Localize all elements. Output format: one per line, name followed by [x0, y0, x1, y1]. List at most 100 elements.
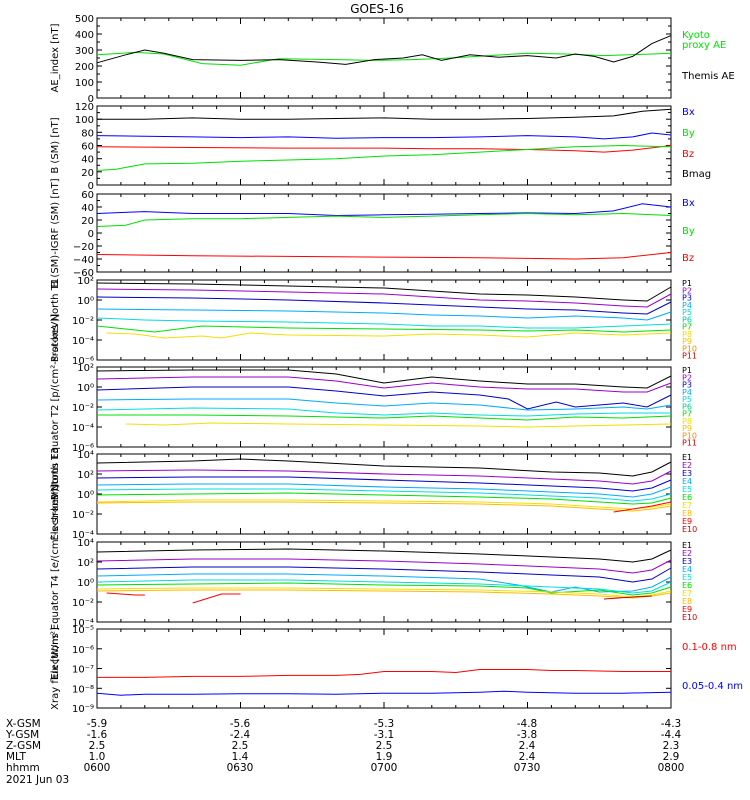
y-tick-label: 10⁻⁶ [72, 645, 94, 656]
footer-date: 2021 Jun 03 [6, 774, 69, 786]
series-line [96, 566, 672, 583]
y-tick-label: 80 [81, 128, 94, 139]
y-tick-label: 10⁻⁴ [72, 336, 94, 347]
series-line [97, 108, 672, 120]
legend-entry: E8 [682, 597, 692, 606]
y-tick-label: 10⁻⁵ [72, 625, 94, 636]
legend-entry: 0.05-0.4 nm [682, 681, 743, 692]
y-axis-label: Electrons North T3 [50, 447, 61, 540]
series-line [96, 458, 672, 477]
series-line [613, 501, 672, 513]
series-line [106, 592, 145, 596]
footer-value: 2.4 [519, 740, 536, 752]
legend-entry: E9 [682, 517, 692, 526]
y-tick-label: 0 [88, 229, 94, 240]
series-line [96, 579, 672, 594]
series-line [96, 488, 672, 502]
footer-value: 1.4 [232, 751, 249, 763]
y-tick-label: 10⁻⁶ [72, 443, 94, 454]
panel-8: 10⁻⁹ 10⁻⁸ 10⁻⁷ 10⁻⁶ 10⁻⁵ Xray flux [W/m²] 0.1-… [50, 625, 743, 715]
footer-value: -2.4 [230, 729, 251, 741]
series-line [96, 325, 672, 333]
y-axis-label: Protons Equator T2 [p/(cm²-s-sr-keV)] [50, 314, 61, 501]
y-tick-label: 100 [75, 78, 94, 89]
panel-7: 10⁻⁴ 10⁻² 10⁰ 10² 10⁴ Electrons Equator T4 [e… [50, 484, 697, 679]
series-line [96, 296, 672, 315]
y-tick-label: 10⁻² [72, 403, 94, 414]
legend-entry: Themis AE [681, 71, 735, 82]
panel-2: 0 20 40 60 80 100 120 B (SM) [nT] Bx By Bz Bmag [50, 102, 711, 192]
legend-entry: E4 [682, 477, 692, 486]
y-tick-label: 100 [75, 115, 94, 126]
footer-value: -1.6 [87, 729, 108, 741]
y-tick-label: 10⁰ [77, 296, 94, 307]
legend-entry: E10 [682, 613, 697, 622]
y-tick-label: 10² [77, 470, 94, 481]
legend-entry: 0.1-0.8 nm [682, 642, 737, 653]
series-line [96, 212, 672, 227]
y-tick-label: 10⁴ [77, 450, 94, 461]
footer-value: 2.9 [663, 751, 680, 763]
footer-row-label: X-GSM [6, 718, 41, 730]
y-tick-label: 10⁻⁴ [72, 618, 94, 629]
y-axis-label: Xray flux [W/m²] [50, 627, 61, 710]
series-line [96, 145, 672, 153]
series-line [106, 332, 672, 339]
y-tick-label: 120 [75, 102, 94, 113]
legend-entry: P4 [682, 301, 692, 310]
footer-value: 0630 [227, 762, 254, 774]
y-tick-label: 0 [88, 181, 94, 192]
legend-entry: By [682, 128, 695, 139]
series-line [96, 548, 672, 563]
legend-entry: P4 [682, 388, 692, 397]
legend-entry: P7 [682, 410, 692, 419]
series-line [96, 376, 672, 393]
y-axis-label: B (SM) [nT] [50, 117, 61, 173]
series-line [96, 282, 672, 302]
y-tick-label: 10⁻⁹ [72, 704, 94, 715]
y-tick-label: −60 [73, 268, 94, 279]
legend-entry: E7 [682, 589, 692, 598]
y-tick-label: 10⁻⁶ [72, 356, 94, 367]
y-tick-label: 10⁻² [72, 510, 94, 521]
legend-entry: E7 [682, 501, 692, 510]
legend-entry: P1 [682, 366, 692, 375]
legend-entry: P5 [682, 395, 692, 404]
footer-ephemeris: X-GSM Y-GSM Z-GSM MLT hhmm -5.9 -1.6 2.5… [5, 718, 684, 786]
series-line [96, 398, 672, 411]
panel-frame [96, 17, 672, 99]
series-line [96, 317, 672, 329]
legend-entry: E5 [682, 573, 692, 582]
panel-3: −60 −40 −20 0 20 40 60 B (SM)-IGRF (SM) [nT] Bx B… [50, 178, 695, 287]
legend-entry: E9 [682, 605, 692, 614]
legend-entry: P1 [682, 279, 692, 288]
legend-entry: E6 [682, 581, 692, 590]
series-line [96, 369, 672, 389]
y-tick-label: 60 [81, 142, 94, 153]
legend-entry: P11 [682, 352, 697, 361]
footer-value: -5.3 [374, 718, 395, 730]
series-line [96, 386, 672, 410]
footer-value: 1.9 [376, 751, 393, 763]
legend-entry: E10 [682, 525, 697, 534]
footer-value: 0700 [371, 762, 398, 774]
figure-title: GOES-16 [350, 2, 404, 16]
y-tick-label: 500 [75, 14, 94, 25]
y-tick-label: 10⁻⁴ [72, 423, 94, 434]
legend-entry: P10 [682, 345, 697, 354]
legend-entry: E1 [682, 453, 692, 462]
footer-value: 2.4 [519, 751, 536, 763]
y-tick-label: −40 [73, 255, 94, 266]
series-line [97, 414, 672, 421]
legend-entry: E5 [682, 485, 692, 494]
legend-entry: P6 [682, 315, 692, 324]
legend-entry: E2 [682, 461, 692, 470]
footer-value: -5.9 [87, 718, 108, 730]
footer-value: -5.6 [230, 718, 251, 730]
legend-entry: E2 [682, 549, 692, 558]
footer-value: -4.3 [661, 718, 682, 730]
y-tick-label: 0 [88, 94, 94, 105]
footer-row-label: hhmm [6, 762, 40, 774]
y-tick-label: 10⁻⁷ [72, 665, 94, 676]
